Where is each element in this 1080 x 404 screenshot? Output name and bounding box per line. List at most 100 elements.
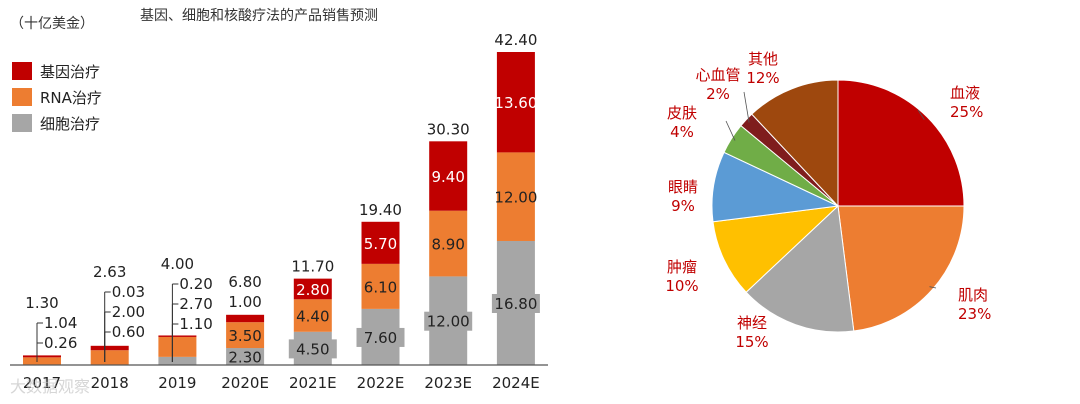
bar-基因治疗 [429,141,468,211]
x-tick-label: 2017 [23,374,61,392]
value-label: 1.00 [228,293,261,311]
x-tick-label: 2019 [158,374,196,392]
bar-RNA治疗 [496,152,535,241]
total-label: 6.80 [228,273,261,291]
pie-label: 血液 [950,84,980,102]
legend-swatch [12,114,32,132]
pie-label: 肿瘤 [667,258,697,276]
pie-slice-肌肉 [837,205,965,332]
pie-pct-label: 10% [665,277,698,295]
bar-RNA治疗 [90,350,129,365]
bar-基因治疗 [293,278,332,300]
pie-pct-label: 23% [958,305,991,323]
bar-RNA治疗 [226,322,265,349]
x-axis-ticks: 2017 2018 2019 2020E 2021E 2022E 2023E 2024E [23,374,540,392]
value-label-bg [424,311,473,331]
bar-RNA治疗 [361,263,400,309]
value-label: 13.60 [494,94,537,112]
value-label: 1.04 [44,314,77,332]
pie-slice-血液 [837,79,965,207]
pie-pct-label: 9% [671,197,695,215]
value-label: 7.60 [364,329,397,347]
value-label: 1.10 [179,315,212,333]
value-label: 2.00 [112,303,145,321]
total-label: 2.63 [93,263,126,281]
total-label: 4.00 [161,255,194,273]
value-label: 0.60 [112,323,145,341]
pie-pct-label: 25% [950,103,983,121]
value-label-bg [356,327,405,347]
bar-RNA治疗 [293,299,332,332]
pie-label: 心血管 [695,66,740,84]
value-label: 4.40 [296,308,329,326]
value-label: 12.00 [494,189,537,207]
bar-基因治疗 [90,345,129,351]
pie-slice-肿瘤 [712,205,840,293]
unit-label: （十亿美金） [10,16,94,32]
value-label: 16.80 [494,295,537,313]
chart-title: 基因、细胞和核酸疗法的产品销售预测 [140,7,378,24]
value-label: 0.20 [179,275,212,293]
bar-基因治疗 [23,355,61,358]
legend-label: 基因治疗 [40,63,100,81]
value-label-bg [288,339,337,359]
pie-leader-line [917,109,925,120]
value-label-bg [491,293,540,313]
value-label: 5.70 [364,235,397,253]
total-label: 30.30 [427,120,470,138]
pie-pct-label: 12% [746,69,779,87]
legend-swatch [12,88,32,106]
pie-label: 神经 [737,314,767,332]
x-tick-label: 2023E [424,374,472,392]
value-label: 6.10 [364,278,397,296]
pie-label: 其他 [748,50,778,68]
x-tick-label: 2020E [221,374,269,392]
bar-细胞治疗 [226,348,265,365]
value-label: 2.80 [296,281,329,299]
watermark: 大数据观察 [10,377,90,396]
pie-pct-label: 4% [670,123,694,141]
legend-swatch [12,62,32,80]
value-label: 2.70 [179,295,212,313]
x-tick-label: 2024E [492,374,540,392]
pie-label: 眼睛 [668,178,698,196]
value-label: 0.26 [44,334,77,352]
total-label: 1.30 [25,294,58,312]
bar-chart: 1.30 1.04 0.26 2.63 0.03 2.00 0.60 4.00 0.20 2.70… [23,31,540,367]
pie-pct-label: 2% [706,85,730,103]
bar-基因治疗 [226,314,265,323]
pie-slice-神经 [745,204,855,333]
total-label: 19.40 [359,201,402,219]
bar-RNA治疗 [158,336,197,357]
value-label: 8.90 [431,236,464,254]
value-label: 9.40 [431,168,464,186]
bar-基因治疗 [158,335,197,337]
bar-基因治疗 [496,52,535,153]
x-tick-label: 2018 [91,374,129,392]
bar-细胞治疗 [158,356,197,365]
value-label: 3.50 [228,327,261,345]
pie-leader-line [929,286,937,289]
pie-slice-其他 [751,79,839,208]
pie-leader-line [743,91,750,123]
total-label: 42.40 [494,31,537,49]
pie-pct-label: 15% [735,333,768,351]
x-tick-label: 2022E [357,374,405,392]
value-label: 2.30 [228,349,261,367]
value-label: 0.03 [112,283,145,301]
value-label: 4.50 [296,340,329,358]
pie-leader-line [725,120,736,141]
pie-label: 皮肤 [667,104,697,122]
total-label: 11.70 [291,258,334,276]
pie-label: 肌肉 [958,286,988,304]
bar-RNA治疗 [23,357,61,365]
x-tick-label: 2021E [289,374,337,392]
value-label: 12.00 [427,313,470,331]
bar-RNA治疗 [429,210,468,277]
bar-基因治疗 [361,221,400,264]
legend-label: 细胞治疗 [40,115,100,133]
legend-label: RNA治疗 [40,89,102,107]
